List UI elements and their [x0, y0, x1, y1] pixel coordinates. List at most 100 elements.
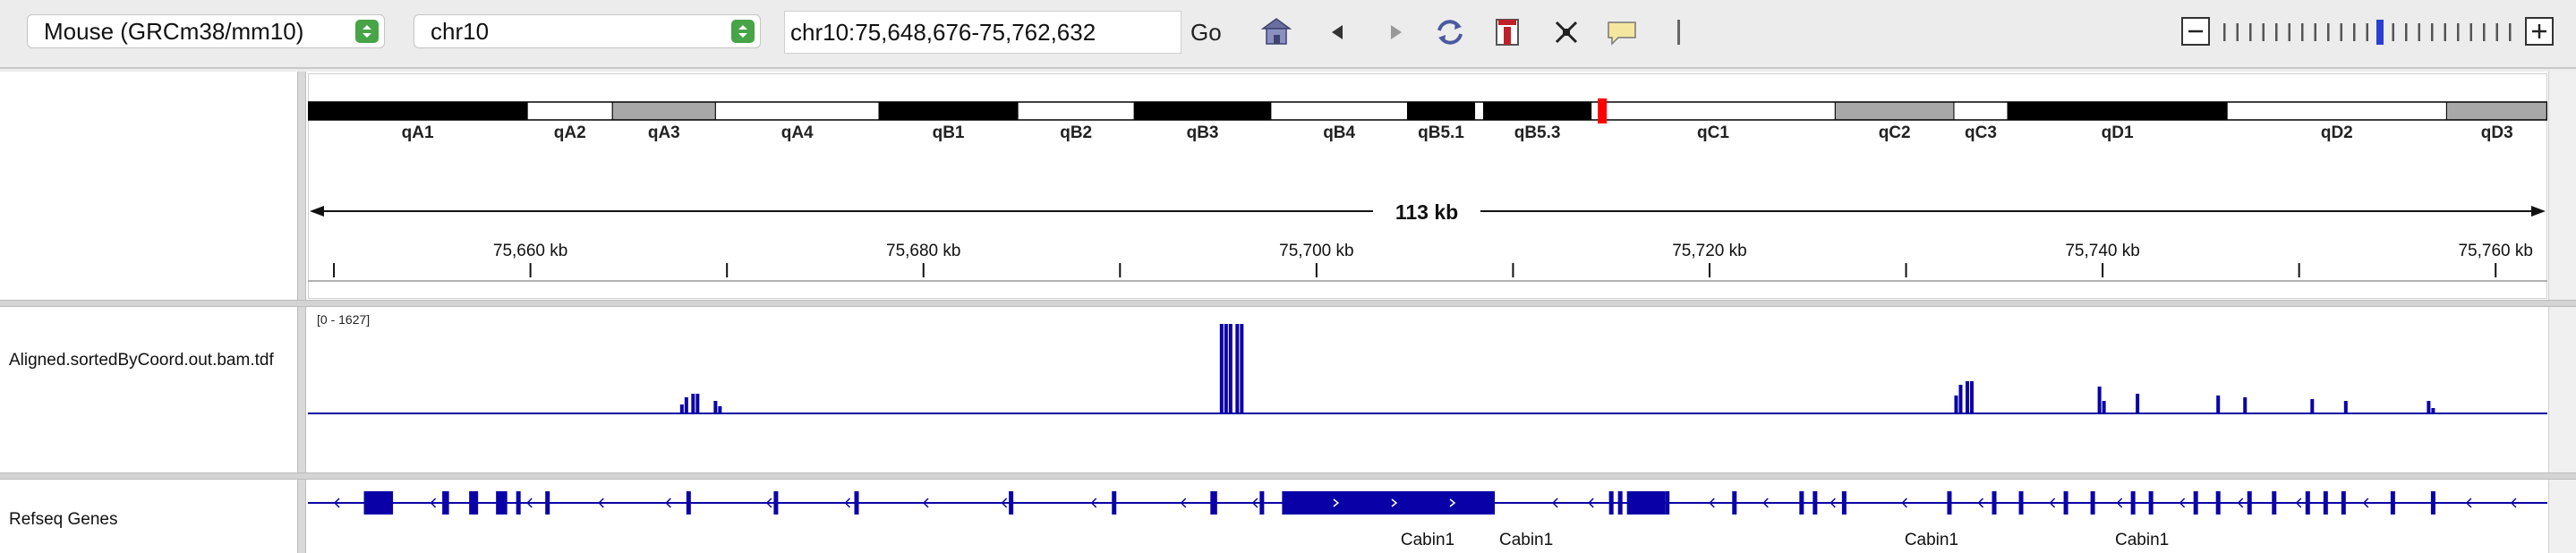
- zoom-tick[interactable]: [2418, 23, 2421, 41]
- gene-exon[interactable]: [496, 491, 508, 515]
- ideogram-band[interactable]: [1017, 101, 1135, 121]
- ideogram-band[interactable]: [714, 101, 880, 121]
- zoom-tick[interactable]: [2495, 23, 2499, 41]
- zoom-tick[interactable]: [2236, 23, 2239, 41]
- back-icon[interactable]: [1319, 14, 1355, 50]
- zoom-tick[interactable]: [2444, 23, 2447, 41]
- zoom-tick[interactable]: [2366, 23, 2369, 41]
- ruler[interactable]: 113 kb 75,660 kb 75,680 kb 75,700 kb 75,720…: [308, 195, 2547, 285]
- ideogram-band[interactable]: [1474, 101, 1485, 121]
- ideogram-band[interactable]: [1406, 101, 1476, 121]
- ideogram-band[interactable]: [526, 101, 613, 121]
- gene-exon[interactable]: [545, 491, 550, 515]
- gene-exon[interactable]: [2272, 491, 2277, 515]
- gene-exon[interactable]: [2323, 491, 2328, 515]
- zoom-tick[interactable]: [2301, 23, 2304, 41]
- gene-exon[interactable]: [1799, 491, 1804, 515]
- gene-exon[interactable]: [1009, 491, 1014, 515]
- zoom-widget[interactable]: [2180, 16, 2556, 48]
- gene-exon[interactable]: [363, 491, 394, 515]
- home-icon[interactable]: [1258, 14, 1294, 50]
- zoom-tick[interactable]: [2223, 23, 2226, 41]
- gene-exon[interactable]: [2247, 491, 2252, 515]
- gene-exon[interactable]: [2063, 491, 2068, 515]
- gene-exon[interactable]: [2018, 491, 2024, 515]
- locus-input[interactable]: chr10:75,648,676-75,762,632: [784, 11, 1181, 54]
- refseq-gene-track[interactable]: Cabin1 Cabin1 Cabin1 Cabin1: [308, 483, 2547, 553]
- go-button[interactable]: Go: [1190, 19, 1222, 46]
- ideogram-band[interactable]: [878, 101, 1019, 121]
- genome-select-stepper-icon[interactable]: [355, 20, 379, 43]
- ideogram-band[interactable]: [2226, 101, 2447, 121]
- gene-exon[interactable]: [1112, 491, 1117, 515]
- ideogram-band[interactable]: [611, 101, 716, 121]
- bam-coverage-track[interactable]: [0 - 1627]: [308, 310, 2547, 471]
- zoom-tick[interactable]: [2483, 23, 2486, 41]
- popup-text-icon[interactable]: [1604, 14, 1640, 50]
- gene-exon[interactable]: [1665, 491, 1670, 515]
- zoom-tick[interactable]: [2262, 23, 2265, 41]
- gene-exon[interactable]: [2090, 491, 2095, 515]
- panel-divider[interactable]: [0, 300, 2576, 307]
- gene-exon[interactable]: [2193, 491, 2198, 515]
- gene-exon[interactable]: [442, 491, 449, 515]
- bam-track-name[interactable]: Aligned.sortedByCoord.out.bam.tdf: [9, 351, 274, 370]
- refseq-track-name[interactable]: Refseq Genes: [9, 510, 118, 529]
- zoom-tick[interactable]: [2405, 23, 2408, 41]
- gene-exon[interactable]: [1259, 491, 1265, 515]
- zoom-slider[interactable]: [2223, 20, 2512, 45]
- gene-exon[interactable]: [2341, 491, 2346, 515]
- chromosome-ideogram[interactable]: [308, 98, 2547, 134]
- gene-exon[interactable]: [2430, 491, 2435, 515]
- zoom-tick[interactable]: [2469, 23, 2473, 41]
- gene-exon[interactable]: [1210, 491, 1217, 515]
- zoom-tick[interactable]: [2457, 23, 2460, 41]
- refresh-icon[interactable]: [1432, 14, 1468, 50]
- gene-exon[interactable]: [1608, 491, 1614, 515]
- gene-exon[interactable]: [2148, 491, 2154, 515]
- zoom-tick[interactable]: [2314, 23, 2317, 41]
- ideogram-band[interactable]: [1953, 101, 2009, 121]
- gene-exon[interactable]: [1282, 491, 1496, 515]
- panel-divider-2[interactable]: [0, 472, 2576, 480]
- zoom-level-thumb[interactable]: [2376, 20, 2384, 45]
- gene-exon[interactable]: [1626, 491, 1666, 515]
- ideogram-band[interactable]: [1834, 101, 1955, 121]
- genome-select[interactable]: Mouse (GRCm38/mm10): [27, 14, 385, 48]
- ideogram-band[interactable]: [1133, 101, 1272, 121]
- gene-label[interactable]: Cabin1: [1499, 531, 1553, 549]
- zoom-tick[interactable]: [2353, 23, 2356, 41]
- ideogram-band[interactable]: [308, 101, 528, 121]
- gene-exon[interactable]: [686, 491, 691, 515]
- zoom-in-button[interactable]: [2525, 17, 2554, 46]
- name-panel-divider[interactable]: [297, 72, 306, 553]
- gene-exon[interactable]: [1813, 491, 1818, 515]
- gene-label[interactable]: Cabin1: [1905, 531, 1958, 549]
- gene-exon[interactable]: [1947, 491, 1952, 515]
- ideogram-band[interactable]: [2007, 101, 2228, 121]
- gene-exon[interactable]: [1732, 491, 1737, 515]
- zoom-tick[interactable]: [2509, 23, 2512, 41]
- gene-exon[interactable]: [1841, 491, 1847, 515]
- gene-exon[interactable]: [854, 491, 859, 515]
- gene-exon[interactable]: [2305, 491, 2310, 515]
- zoom-tick[interactable]: [2340, 23, 2343, 41]
- gene-exon[interactable]: [2390, 491, 2395, 515]
- resize-icon[interactable]: [1548, 14, 1584, 50]
- chromosome-select-stepper-icon[interactable]: [731, 20, 755, 43]
- ideogram-band[interactable]: [1270, 101, 1408, 121]
- gene-exon[interactable]: [2130, 491, 2136, 515]
- zoom-tick[interactable]: [2249, 23, 2252, 41]
- gene-exon[interactable]: [1617, 491, 1623, 515]
- zoom-tick[interactable]: [2275, 23, 2278, 41]
- gene-exon[interactable]: [469, 491, 479, 515]
- gene-exon[interactable]: [1992, 491, 1997, 515]
- gene-label[interactable]: Cabin1: [2115, 531, 2169, 549]
- gene-label[interactable]: Cabin1: [1401, 531, 1454, 549]
- forward-icon[interactable]: [1378, 14, 1414, 50]
- ideogram-band[interactable]: [1483, 101, 1592, 121]
- ideogram-band[interactable]: [1591, 101, 1836, 121]
- roi-icon[interactable]: [1489, 14, 1525, 50]
- gene-exon[interactable]: [516, 491, 521, 515]
- gene-exon[interactable]: [2215, 491, 2221, 515]
